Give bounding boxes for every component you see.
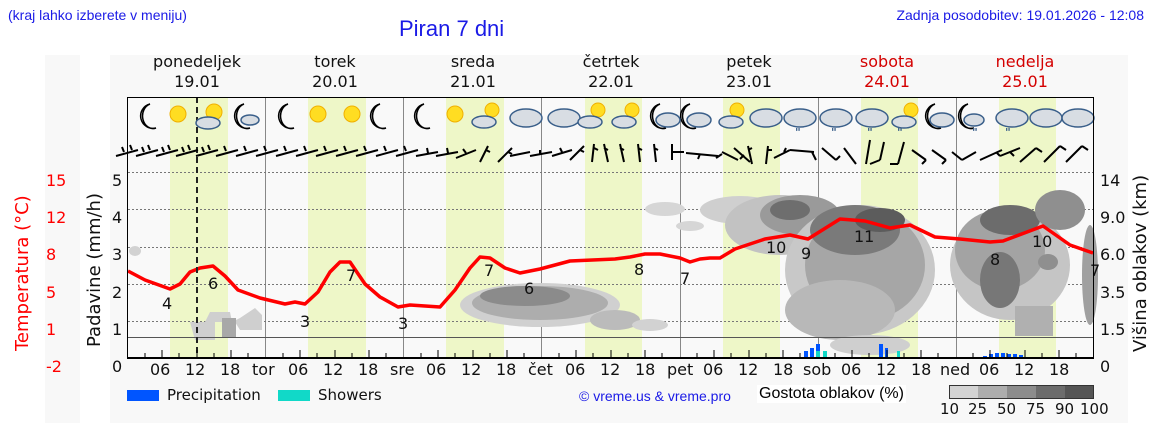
svg-text:": " — [897, 126, 903, 139]
showers-swatch — [278, 390, 310, 401]
x-ticks — [144, 350, 1077, 358]
svg-text:": " — [1005, 126, 1011, 139]
x-axis-labels: 06 12 18 tor 06 12 18 sre 06 12 18 čet 0… — [150, 360, 1070, 379]
page-title: Piran 7 dni — [399, 16, 505, 41]
svg-text:8: 8 — [634, 260, 644, 279]
svg-text:10: 10 — [766, 238, 786, 257]
precipitation-axis-ticks: 5 4 3 2 1 0 — [112, 171, 123, 377]
svg-text:": " — [795, 126, 801, 139]
day-header-sat: sobota 24.01 — [859, 52, 915, 91]
temperature-labels: 4 6 3 7 3 7 6 8 7 10 9 11 8 10 7 — [162, 227, 1100, 333]
temperature-axis-ticks: 15 12 8 5 1 -2 — [46, 171, 67, 377]
weather-symbols: " " " " " " — [139, 102, 1095, 139]
svg-text:10: 10 — [1032, 232, 1052, 251]
svg-text:7: 7 — [346, 266, 356, 285]
svg-text:8: 8 — [990, 250, 1000, 269]
wind-barbs — [115, 139, 1089, 165]
svg-text:6: 6 — [208, 274, 218, 293]
svg-text:4: 4 — [162, 294, 172, 313]
day-header-mon: ponedeljek 19.01 — [153, 52, 241, 91]
svg-text:6: 6 — [524, 279, 534, 298]
cloud-height-axis-ticks: 14 9.0 6.0 3.5 1.5 0 — [1100, 171, 1126, 377]
svg-text:3: 3 — [300, 312, 310, 331]
location-menu-hint[interactable]: (kraj lahko izberete v meniju) — [8, 7, 187, 23]
svg-text:": " — [831, 126, 837, 139]
precipitation-swatch — [127, 390, 159, 401]
day-header-tue: torek 20.01 — [312, 52, 358, 91]
svg-text:9: 9 — [801, 244, 811, 263]
day-headers: ponedeljek 19.01 torek 20.01 sreda 21.01 če… — [128, 52, 1094, 96]
day-header-fri: petek 23.01 — [726, 52, 772, 91]
day-header-sun: nedelja 25.01 — [995, 52, 1055, 91]
svg-text:": " — [972, 126, 978, 139]
last-update: Zadnja posodobitev: 19.01.2026 - 12:08 — [896, 7, 1144, 23]
svg-text:7: 7 — [484, 261, 494, 280]
day-header-thu: četrtek 22.01 — [582, 52, 640, 91]
temperature-line — [127, 217, 1094, 309]
svg-text:7: 7 — [1090, 261, 1100, 280]
svg-text:": " — [867, 126, 873, 139]
copyright-link[interactable]: © vreme.us & vreme.pro — [579, 388, 731, 404]
svg-text:11: 11 — [854, 227, 874, 246]
legend-precipitation: Precipitation — [167, 386, 261, 404]
cloud-density-label: Gostota oblakov (%) — [757, 385, 906, 403]
cloud-density-scale — [949, 385, 1094, 399]
temperature-axis-panel — [45, 55, 80, 423]
day-header-wed: sreda 21.01 — [450, 52, 496, 91]
legend-showers: Showers — [318, 386, 382, 404]
svg-text:7: 7 — [680, 269, 690, 288]
cloud-density-blobs — [129, 190, 1098, 355]
svg-text:3: 3 — [398, 314, 408, 333]
showers-bars — [816, 351, 900, 358]
